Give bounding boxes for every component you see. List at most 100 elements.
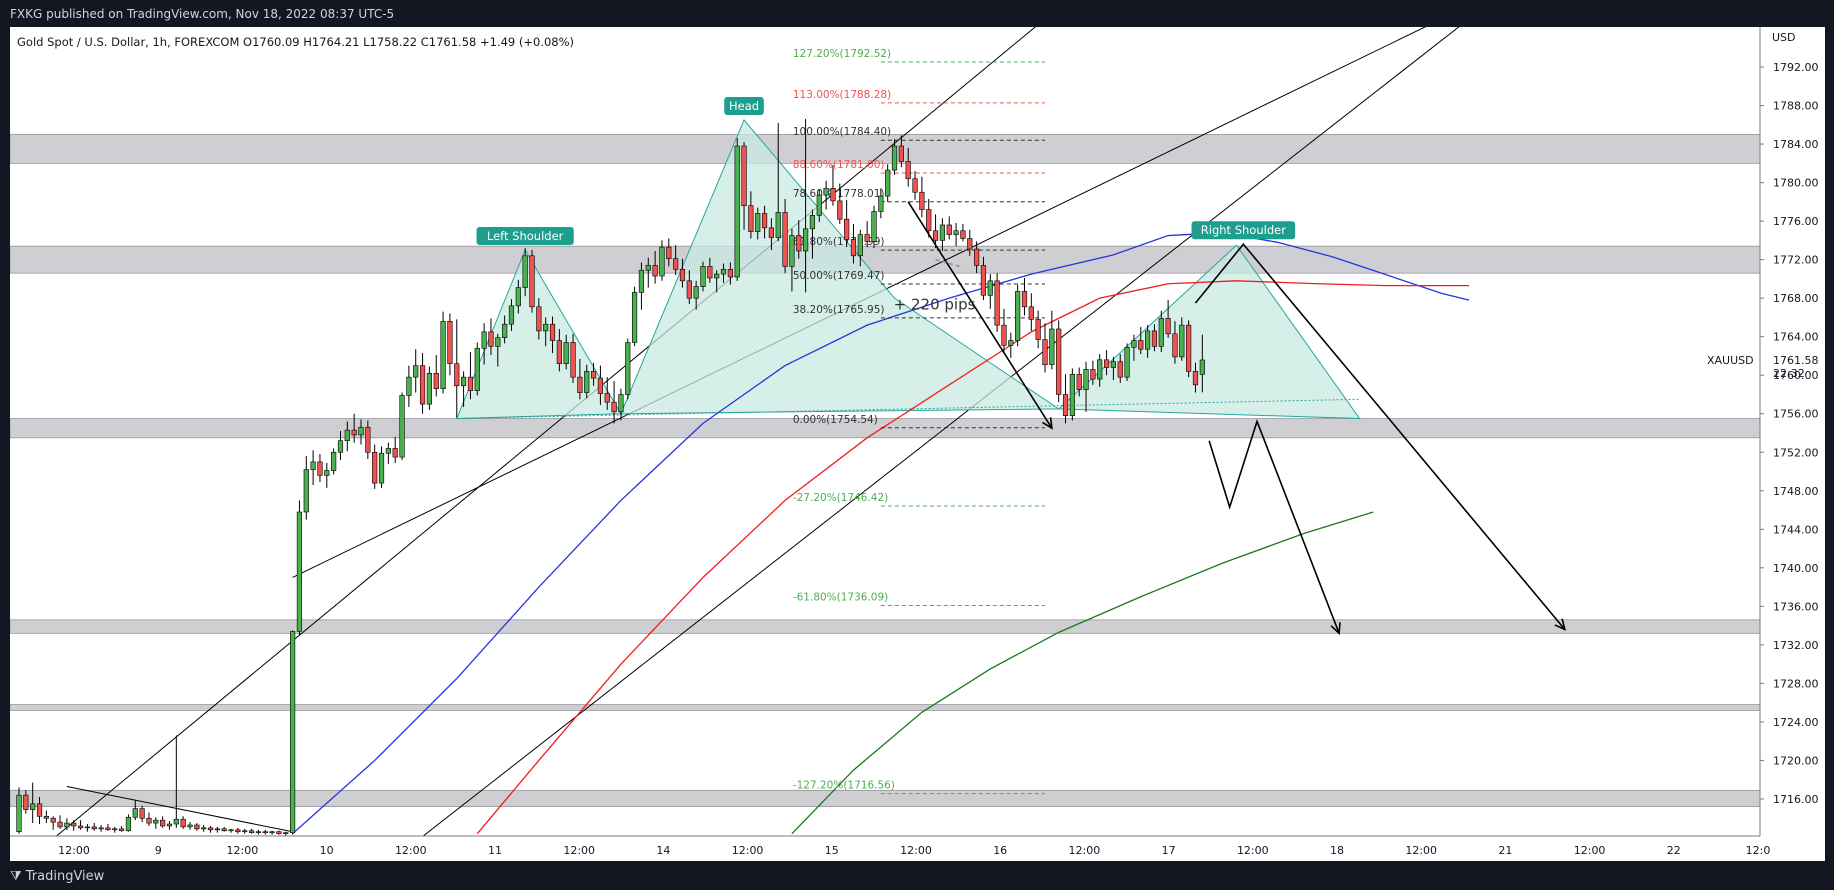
candle[interactable]: [960, 224, 966, 242]
candle[interactable]: [495, 333, 501, 367]
candle[interactable]: [625, 338, 631, 400]
candle[interactable]: [207, 825, 214, 833]
candle[interactable]: [714, 270, 720, 293]
candle[interactable]: [331, 448, 337, 475]
candle[interactable]: [857, 229, 863, 267]
candle[interactable]: [440, 311, 446, 394]
candle[interactable]: [84, 824, 90, 832]
candle[interactable]: [878, 188, 884, 219]
candle[interactable]: [173, 735, 179, 828]
candle[interactable]: [221, 826, 227, 832]
candle[interactable]: [1186, 320, 1192, 378]
candle[interactable]: [36, 797, 43, 825]
candle[interactable]: [43, 810, 49, 824]
candle[interactable]: [891, 139, 898, 175]
candle[interactable]: [967, 229, 973, 256]
candle[interactable]: [269, 830, 275, 835]
candle[interactable]: [64, 818, 70, 830]
candle[interactable]: [597, 365, 603, 406]
candle[interactable]: [399, 392, 405, 460]
candle[interactable]: [775, 122, 781, 242]
candle[interactable]: [1035, 310, 1041, 349]
candle[interactable]: [707, 257, 713, 283]
candle[interactable]: [638, 262, 645, 310]
candle[interactable]: [132, 799, 138, 821]
candle[interactable]: [1199, 334, 1205, 393]
candle[interactable]: [194, 823, 200, 831]
candle[interactable]: [344, 421, 350, 452]
candle[interactable]: [673, 245, 679, 276]
candle[interactable]: [296, 500, 303, 636]
candle[interactable]: [1145, 325, 1151, 358]
candle[interactable]: [522, 248, 528, 297]
candle[interactable]: [659, 240, 665, 281]
candle[interactable]: [166, 821, 173, 830]
candle[interactable]: [823, 180, 829, 210]
candle[interactable]: [871, 205, 877, 249]
candle[interactable]: [536, 298, 542, 340]
candle[interactable]: [912, 171, 918, 200]
candle[interactable]: [289, 630, 296, 835]
candle[interactable]: [1179, 317, 1185, 361]
candle[interactable]: [303, 456, 309, 520]
candle[interactable]: [77, 820, 84, 830]
candle[interactable]: [1042, 323, 1048, 373]
candle[interactable]: [1015, 284, 1021, 347]
candle[interactable]: [973, 241, 980, 274]
candle[interactable]: [105, 824, 111, 831]
candle[interactable]: [563, 334, 569, 370]
candle[interactable]: [946, 216, 952, 240]
candle[interactable]: [447, 313, 453, 376]
candle[interactable]: [577, 358, 583, 400]
candle[interactable]: [549, 316, 556, 354]
candle[interactable]: [1090, 360, 1096, 385]
candle[interactable]: [727, 262, 733, 285]
candle[interactable]: [160, 816, 166, 828]
candle[interactable]: [91, 823, 97, 831]
candle[interactable]: [310, 450, 316, 486]
candle[interactable]: [139, 805, 145, 823]
candle[interactable]: [365, 420, 371, 460]
candle[interactable]: [228, 828, 234, 833]
candle[interactable]: [481, 323, 487, 365]
candle[interactable]: [755, 207, 761, 240]
candle[interactable]: [146, 812, 152, 826]
candle[interactable]: [235, 827, 241, 834]
candle[interactable]: [515, 279, 521, 314]
candle[interactable]: [679, 258, 686, 288]
candle[interactable]: [652, 250, 658, 284]
candle[interactable]: [112, 826, 118, 833]
candle[interactable]: [570, 333, 576, 383]
candle[interactable]: [242, 828, 248, 834]
candle[interactable]: [1110, 356, 1116, 381]
candle[interactable]: [153, 817, 159, 829]
candle[interactable]: [953, 223, 959, 247]
candle[interactable]: [1056, 320, 1062, 403]
candle[interactable]: [926, 198, 932, 238]
candle[interactable]: [556, 328, 562, 372]
candle[interactable]: [768, 218, 774, 251]
candle[interactable]: [351, 413, 357, 443]
candle[interactable]: [1124, 343, 1130, 381]
candle[interactable]: [358, 419, 364, 445]
candle[interactable]: [796, 220, 802, 259]
candle[interactable]: [1117, 354, 1123, 383]
candle[interactable]: [837, 183, 843, 225]
candle[interactable]: [939, 218, 945, 251]
candle[interactable]: [885, 164, 891, 202]
candle[interactable]: [392, 436, 398, 463]
candle[interactable]: [255, 829, 262, 835]
candle[interactable]: [618, 388, 624, 421]
candle[interactable]: [1083, 361, 1089, 412]
candle[interactable]: [543, 317, 549, 347]
candle[interactable]: [1172, 321, 1178, 364]
candle[interactable]: [16, 787, 22, 834]
candle[interactable]: [686, 270, 692, 304]
candle[interactable]: [590, 362, 597, 386]
candle[interactable]: [262, 829, 268, 835]
candle[interactable]: [1076, 367, 1082, 397]
candle[interactable]: [809, 209, 816, 259]
candle[interactable]: [1192, 362, 1199, 393]
candle[interactable]: [850, 224, 857, 264]
candle[interactable]: [125, 814, 132, 832]
